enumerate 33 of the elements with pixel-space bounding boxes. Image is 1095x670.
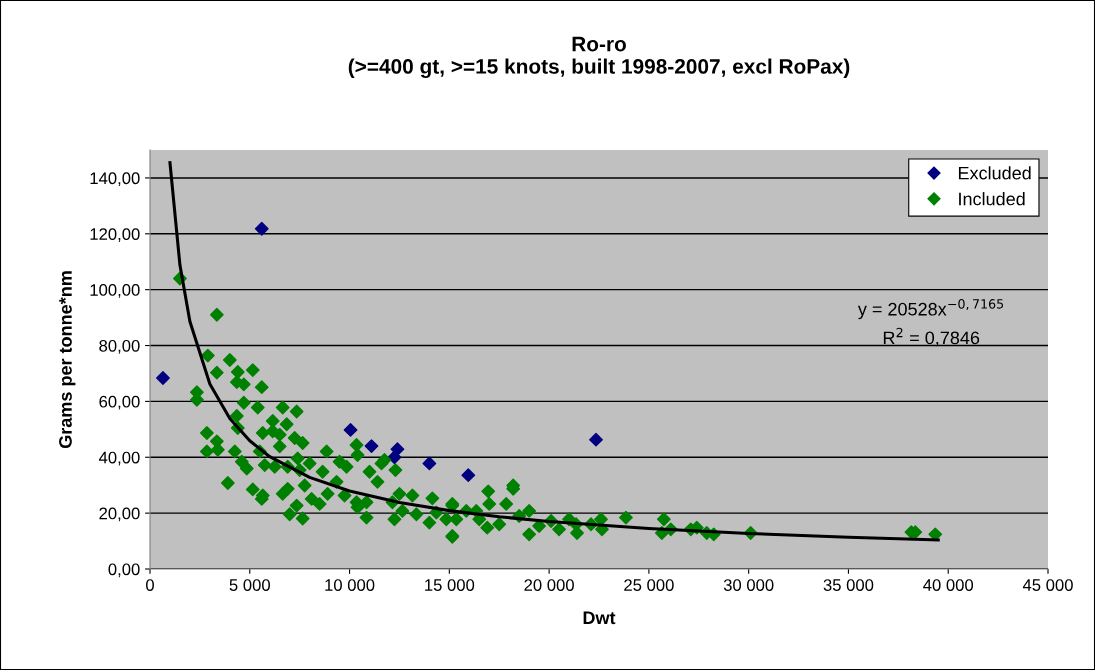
y-tick-label: 100,00	[90, 284, 140, 298]
point	[461, 468, 476, 483]
x-tick-label: 30 000	[723, 579, 774, 591]
x-tick-label: 5 000	[229, 579, 270, 591]
x-tick-label: 40 000	[923, 579, 974, 591]
legend-label: Excluded	[958, 166, 1031, 180]
point	[589, 432, 603, 447]
x-tick-label: 15 000	[425, 579, 475, 591]
y-tick-label: 120,00	[90, 228, 140, 242]
y-tick-label: 40,00	[98, 451, 140, 466]
x-tick-label: 35 000	[823, 579, 874, 591]
point	[364, 439, 379, 453]
x-tick-label: 25 000	[624, 579, 674, 591]
x-tick-label: 45 000	[1022, 579, 1073, 591]
y-tick-label: 60,00	[99, 395, 140, 410]
x-tick-label: 20 000	[524, 579, 574, 591]
point	[254, 221, 269, 236]
x-tick-label: 10 000	[325, 579, 375, 591]
legend-label: Included	[959, 192, 1025, 206]
y-tick-label: 140,00	[90, 172, 140, 187]
annotation: R$^{2}$ = 0,7846	[883, 327, 980, 347]
x-tick-label: 0	[146, 579, 154, 591]
chart-title: Ro-ro (>=400 gt, >=15 knots, built 1998-2007, excl RoPax)	[348, 36, 850, 79]
x-axis-title: Dwt	[583, 611, 616, 625]
point	[422, 456, 437, 471]
point	[343, 422, 358, 437]
annotation: y = 20528x$^{−0,7165}$	[857, 299, 1004, 320]
y-tick-label: 20,00	[99, 507, 140, 522]
point	[156, 371, 170, 385]
y-tick-label: 80,00	[99, 339, 140, 354]
point	[387, 450, 402, 465]
y-axis-title: Grams per tonne*nm	[59, 271, 76, 449]
y-tick-label: 0,00	[108, 563, 140, 578]
